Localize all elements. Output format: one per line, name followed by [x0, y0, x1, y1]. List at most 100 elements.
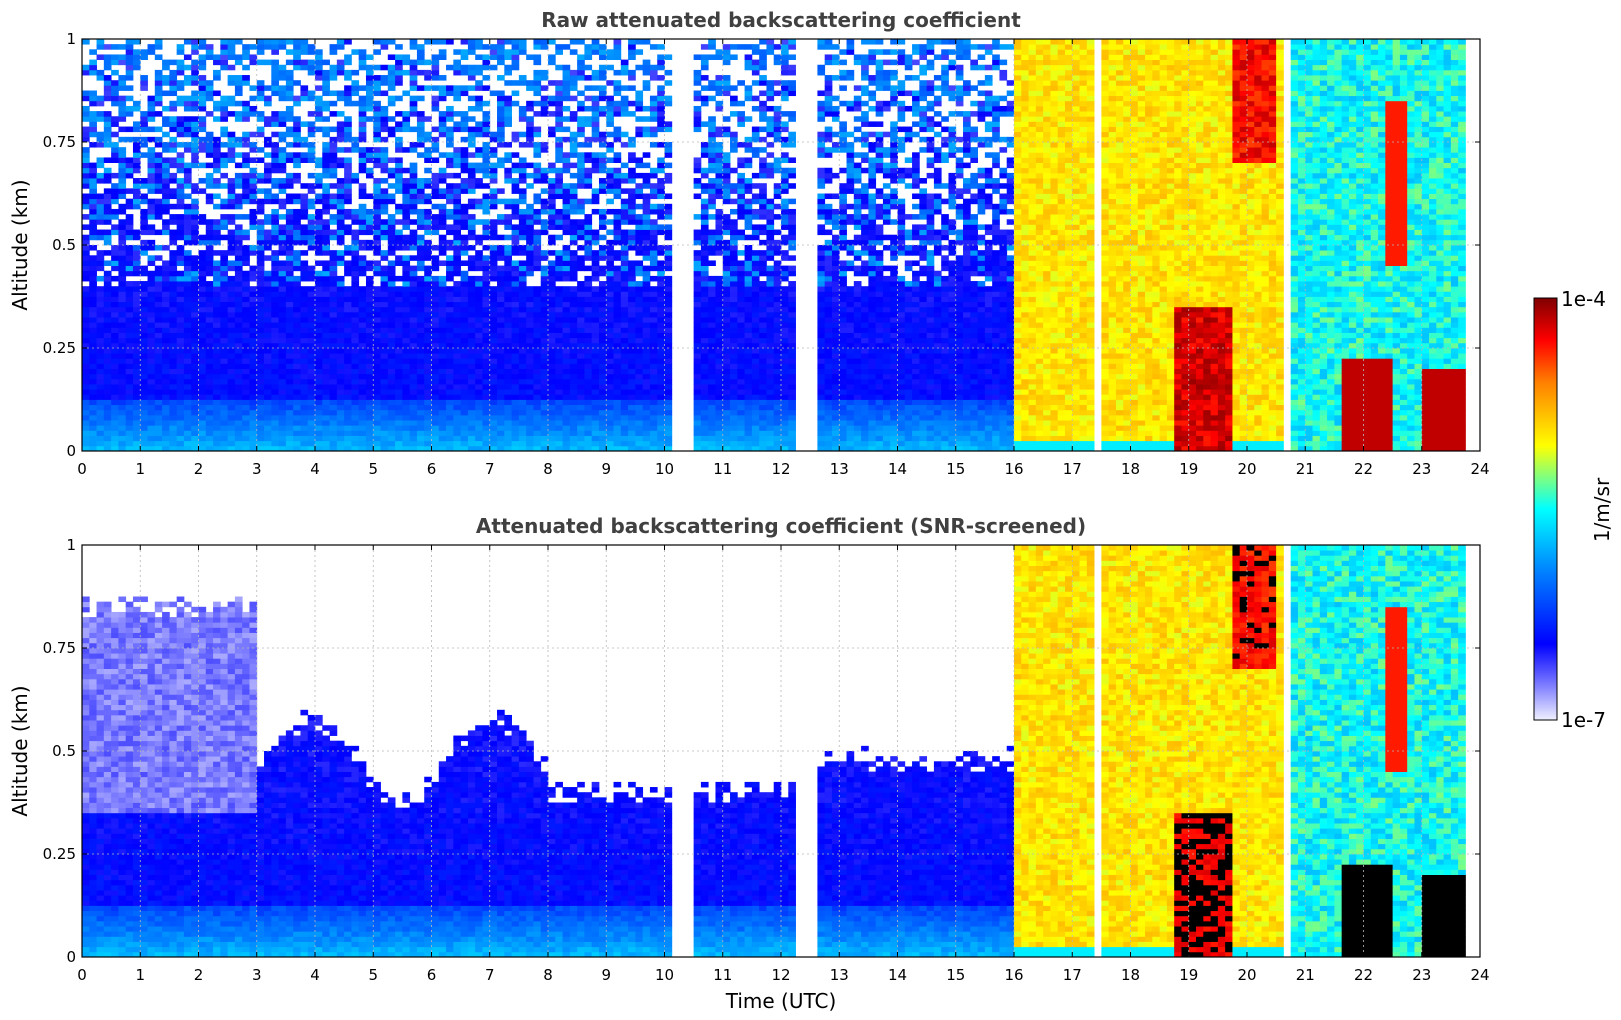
heatmap-cell [475, 39, 483, 45]
heatmap-cell [606, 384, 614, 390]
heatmap-cell [453, 198, 462, 205]
heatmap-cell [497, 358, 505, 364]
heatmap-cell [380, 234, 389, 241]
heatmap-cell [584, 54, 593, 60]
heatmap-cell [293, 286, 301, 292]
heatmap-cell [322, 301, 330, 308]
heatmap-cell [606, 337, 614, 344]
heatmap-cell [438, 203, 447, 210]
heatmap-cell [293, 384, 301, 390]
heatmap-cell [598, 219, 607, 225]
heatmap-cell [526, 425, 534, 431]
heatmap-cell [395, 69, 403, 76]
heatmap-cell [489, 378, 498, 385]
heatmap-cell [183, 353, 192, 359]
heatmap-cell [154, 275, 163, 282]
heatmap-cell [183, 126, 192, 133]
heatmap-cell [526, 234, 534, 241]
heatmap-cell [249, 440, 258, 447]
heatmap-cell [278, 332, 287, 339]
heatmap-cell [482, 291, 491, 297]
heatmap-cell [562, 136, 571, 143]
heatmap-cell [227, 389, 236, 395]
heatmap-cell [453, 445, 462, 452]
heatmap-cell [89, 208, 97, 215]
heatmap-cell [118, 172, 127, 179]
heatmap-cell [606, 414, 614, 421]
heatmap-cell [176, 327, 185, 333]
heatmap-cell [198, 306, 207, 313]
heatmap-cell [598, 136, 607, 143]
heatmap-cell [322, 332, 330, 339]
heatmap-cell [220, 348, 229, 354]
heatmap-cell [628, 152, 636, 158]
heatmap-cell [118, 245, 127, 251]
heatmap-cell [293, 152, 301, 158]
heatmap-cell [176, 394, 185, 400]
heatmap-cell [453, 157, 462, 163]
heatmap-cell [628, 353, 636, 359]
heatmap-cell [380, 90, 389, 97]
heatmap-cell [234, 414, 243, 421]
heatmap-cell [285, 425, 294, 431]
heatmap-cell [344, 409, 352, 416]
heatmap-cell [635, 322, 644, 328]
heatmap-cell [511, 435, 520, 442]
heatmap-cell [373, 353, 381, 359]
heatmap-cell [467, 126, 476, 133]
heatmap-cell [431, 291, 440, 297]
heatmap-cell [336, 69, 345, 76]
heatmap-cell [591, 378, 600, 385]
heatmap-cell [96, 234, 105, 241]
heatmap-cell [365, 281, 374, 287]
heatmap-cell [300, 286, 309, 292]
heatmap-cell [489, 203, 498, 210]
heatmap-cell [285, 208, 294, 215]
heatmap-cell [271, 193, 279, 200]
heatmap-cell [227, 131, 236, 138]
heatmap-cell [613, 214, 622, 220]
heatmap-cell [562, 378, 571, 385]
heatmap-cell [606, 219, 614, 225]
heatmap-cell [154, 90, 163, 97]
heatmap-cell [132, 54, 141, 60]
heatmap-cell [336, 39, 345, 45]
heatmap-cell [227, 245, 236, 251]
heatmap-cell [256, 219, 265, 225]
heatmap-cell [504, 95, 512, 102]
heatmap-cell [278, 373, 287, 380]
heatmap-cell [504, 198, 512, 205]
heatmap-cell [591, 332, 600, 339]
heatmap-cell [613, 420, 622, 426]
heatmap-cell [300, 384, 309, 390]
heatmap-cell [140, 270, 148, 277]
heatmap-cell [169, 85, 178, 91]
heatmap-cell [591, 363, 600, 369]
heatmap-cell [300, 44, 309, 50]
heatmap-cell [242, 250, 250, 256]
heatmap-cell [577, 348, 585, 354]
heatmap-cell [635, 425, 644, 431]
heatmap-cell [402, 430, 411, 436]
heatmap-cell [402, 111, 411, 117]
heatmap-cell [154, 404, 163, 411]
heatmap-cell [497, 131, 505, 138]
heatmap-cell [198, 90, 207, 97]
heatmap-cell [89, 286, 97, 292]
heatmap-cell [293, 219, 301, 225]
heatmap-cell [635, 358, 644, 364]
heatmap-cell [329, 281, 338, 287]
heatmap-cell [373, 368, 381, 375]
heatmap-cell [373, 219, 381, 225]
heatmap-cell [402, 167, 411, 174]
heatmap-cell [577, 425, 585, 431]
heatmap-cell [220, 162, 229, 169]
heatmap-cell [336, 368, 345, 375]
heatmap-cell [132, 327, 141, 333]
heatmap-cell [300, 59, 309, 66]
heatmap-cell [227, 188, 236, 194]
heatmap-cell [482, 142, 491, 148]
heatmap-cell [132, 234, 141, 241]
heatmap-cell [620, 363, 629, 369]
heatmap-cell [140, 126, 148, 133]
